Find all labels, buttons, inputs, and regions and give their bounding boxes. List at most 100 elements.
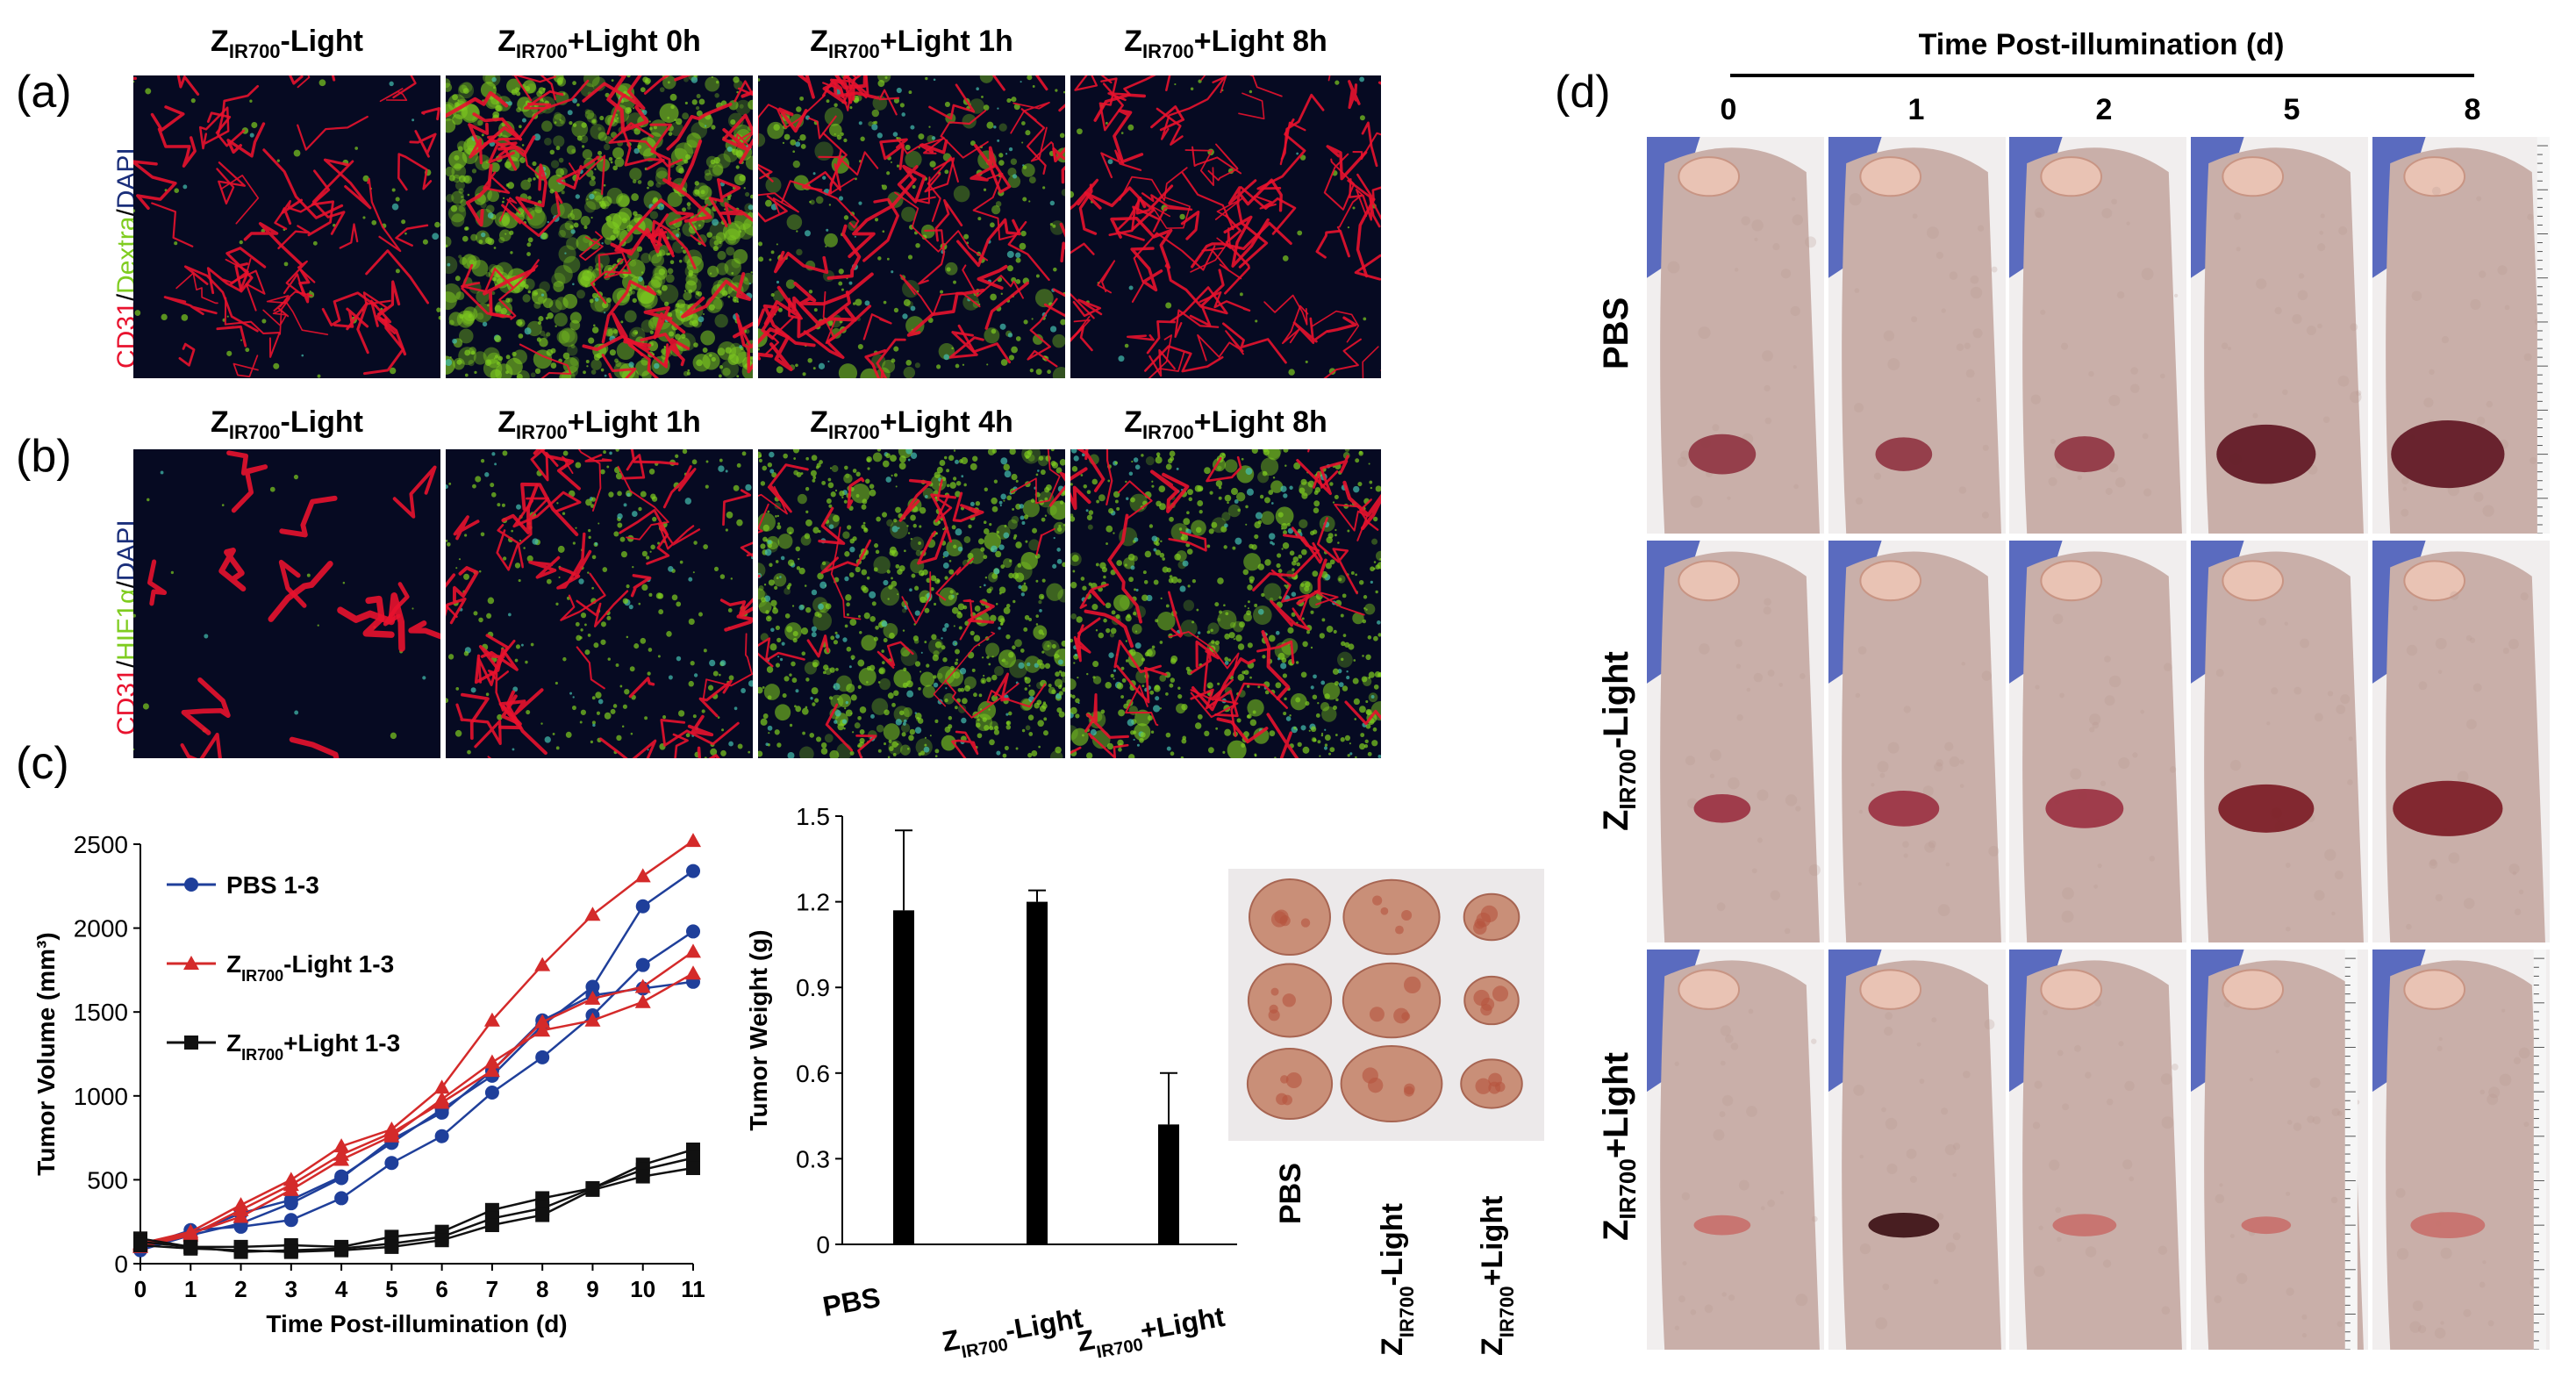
tumor xyxy=(2391,420,2505,489)
tumor xyxy=(2218,784,2315,833)
legend-marker xyxy=(184,1036,198,1050)
series-line xyxy=(140,870,694,1250)
mouse-body xyxy=(1660,147,1820,534)
mouse-body xyxy=(2204,960,2364,1350)
ruler xyxy=(2344,950,2358,1350)
mouse-row-label-2: ZIR700+Light xyxy=(1597,1051,1641,1241)
data-point xyxy=(634,978,651,993)
legend-entry: ZIR700-Light 1-3 xyxy=(226,950,394,985)
data-point xyxy=(635,899,650,914)
tumor xyxy=(2052,1214,2117,1236)
x-category-label: ZIR700-Light xyxy=(940,1301,1086,1365)
data-point xyxy=(384,1156,399,1171)
y-tick-label: 0.6 xyxy=(796,1060,830,1087)
tumor-group-label: ZIR700+Light xyxy=(1476,1196,1518,1356)
data-point xyxy=(686,1161,700,1176)
series-line xyxy=(140,1148,694,1249)
tumor xyxy=(1693,794,1751,823)
x-tick-label: 9 xyxy=(586,1276,598,1302)
excised-tumor xyxy=(1342,878,1441,956)
row-a-micrograph-1 xyxy=(446,75,753,378)
mouse-body xyxy=(1660,960,1820,1350)
x-tick-label: 6 xyxy=(435,1276,447,1302)
row-b-column-title-0: ZIR700-Light xyxy=(211,405,363,443)
data-point xyxy=(283,1196,298,1211)
series-line xyxy=(140,840,694,1245)
series-line xyxy=(140,1157,694,1253)
legend-entry: ZIR700+Light 1-3 xyxy=(226,1029,400,1064)
x-tick-label: 2 xyxy=(234,1276,247,1302)
mouse-body xyxy=(2022,960,2182,1350)
tumor xyxy=(2054,436,2115,473)
excised-tumor-labels: PBS ZIR700-Light ZIR700+Light xyxy=(1274,1163,1518,1356)
y-axis-label: Tumor Weight (g) xyxy=(745,929,772,1130)
tumor xyxy=(2393,780,2503,836)
data-point xyxy=(333,1138,350,1153)
row-b-micrograph-1 xyxy=(446,449,753,758)
y-tick-label: 2000 xyxy=(74,915,128,942)
day-label-0: 0 xyxy=(1721,93,1737,126)
excised-tumor xyxy=(1342,962,1442,1039)
x-tick-label: 11 xyxy=(681,1276,705,1302)
y-tick-label: 1.5 xyxy=(796,803,830,830)
y-axis-label: Tumor Volume (mm³) xyxy=(32,932,60,1175)
series-1 xyxy=(133,864,700,1256)
mouse-body xyxy=(2022,147,2182,534)
x-tick-label: 3 xyxy=(285,1276,297,1302)
data-point xyxy=(535,1208,550,1222)
y-tick-label: 0 xyxy=(114,1251,128,1278)
data-point xyxy=(534,1014,551,1028)
data-point xyxy=(685,833,701,848)
x-tick-label: 8 xyxy=(536,1276,548,1302)
row-a-column-title-0: ZIR700-Light xyxy=(211,25,363,62)
day-label-4: 8 xyxy=(2465,93,2481,126)
x-tick-label: 4 xyxy=(335,1276,348,1302)
legend-entry: PBS 1-3 xyxy=(226,871,319,899)
excised-tumor xyxy=(1340,1044,1443,1123)
mouse-photo-r1-c0 xyxy=(1647,541,1824,942)
ruler xyxy=(2537,137,2550,534)
mouse-body xyxy=(2386,551,2545,942)
data-point xyxy=(434,1129,449,1143)
day-label-3: 5 xyxy=(2284,93,2301,126)
mouse-photo-r0-c4 xyxy=(2372,137,2550,534)
x-tick-label: 1 xyxy=(184,1276,197,1302)
row-b-micrograph-2 xyxy=(758,449,1065,758)
data-point xyxy=(233,1201,249,1216)
data-point xyxy=(483,1012,500,1027)
data-point xyxy=(534,957,551,971)
series-line xyxy=(140,1166,694,1253)
data-point xyxy=(635,957,650,972)
y-tick-label: 2500 xyxy=(74,831,128,858)
series-2 xyxy=(133,974,700,1258)
data-point xyxy=(434,1105,449,1120)
y-tick-label: 0 xyxy=(816,1231,830,1258)
data-point xyxy=(634,868,651,883)
mouse-photo-r2-c1 xyxy=(1828,950,2006,1350)
bar-2 xyxy=(1158,1124,1179,1244)
panel-label-c: (c) xyxy=(16,738,69,789)
data-point xyxy=(634,993,651,1008)
mouse-photo-r2-c0 xyxy=(1647,950,1824,1350)
row-b-micrograph-0 xyxy=(133,449,440,758)
data-point xyxy=(686,924,700,939)
series-line xyxy=(140,930,694,1249)
series-line xyxy=(140,950,694,1249)
mouse-photo-r0-c2 xyxy=(2009,137,2186,534)
tumor xyxy=(1868,1212,1940,1238)
data-point xyxy=(334,1191,349,1206)
data-point xyxy=(333,1146,350,1161)
panel-label-a: (a) xyxy=(16,67,72,118)
x-category-label: PBS xyxy=(820,1281,883,1322)
data-point xyxy=(383,1124,400,1139)
data-point xyxy=(283,1244,298,1259)
mouse-body xyxy=(2204,551,2364,942)
data-point xyxy=(484,1085,499,1100)
mouse-photo-r0-c3 xyxy=(2191,137,2368,534)
row-a-micrograph-3 xyxy=(1070,75,1381,378)
data-point xyxy=(635,1169,650,1184)
row-b-micrograph-3 xyxy=(1070,449,1381,758)
row-a-column-title-2: ZIR700+Light 1h xyxy=(810,25,1013,62)
tumor-group-label: ZIR700-Light xyxy=(1376,1203,1418,1356)
data-point xyxy=(685,943,701,958)
